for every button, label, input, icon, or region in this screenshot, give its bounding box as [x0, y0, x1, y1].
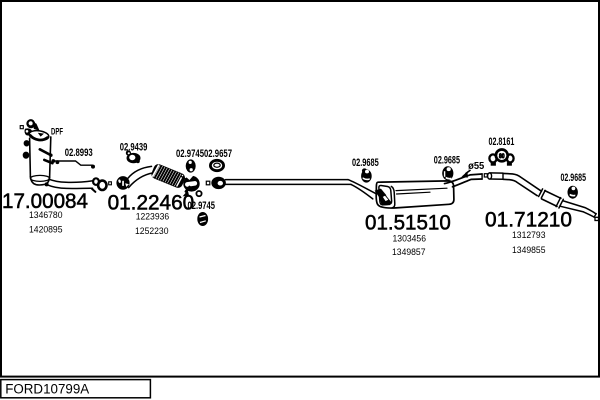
svg-text:02.9439: 02.9439 [120, 141, 148, 153]
svg-text:01.71210: 01.71210 [485, 208, 572, 232]
svg-text:02.9685: 02.9685 [352, 157, 379, 169]
svg-text:01.22460: 01.22460 [108, 191, 195, 215]
svg-text:1223936: 1223936 [136, 211, 170, 222]
svg-text:01.51510: 01.51510 [365, 210, 451, 234]
svg-text:1349857: 1349857 [392, 247, 426, 258]
svg-text:1420895: 1420895 [29, 224, 63, 235]
svg-text:02.9657: 02.9657 [204, 148, 232, 160]
svg-text:02.9745: 02.9745 [188, 200, 216, 212]
svg-text:02.9685: 02.9685 [561, 172, 587, 184]
svg-text:02.9685: 02.9685 [434, 155, 460, 167]
svg-text:1312793: 1312793 [512, 230, 546, 241]
svg-text:1346780: 1346780 [29, 210, 63, 221]
svg-text:02.8993: 02.8993 [65, 147, 93, 159]
svg-text:1349855: 1349855 [512, 245, 546, 256]
svg-text:80: 80 [499, 153, 505, 160]
svg-text:1252230: 1252230 [135, 226, 169, 237]
svg-text:02.9745: 02.9745 [176, 148, 204, 160]
svg-text:02.8161: 02.8161 [489, 136, 515, 148]
svg-text:17.00084: 17.00084 [2, 189, 88, 213]
svg-text:ø55: ø55 [468, 161, 485, 172]
svg-text:1303456: 1303456 [393, 234, 427, 245]
svg-text:FORD10799A: FORD10799A [5, 382, 89, 397]
svg-text:DPF: DPF [51, 126, 63, 137]
